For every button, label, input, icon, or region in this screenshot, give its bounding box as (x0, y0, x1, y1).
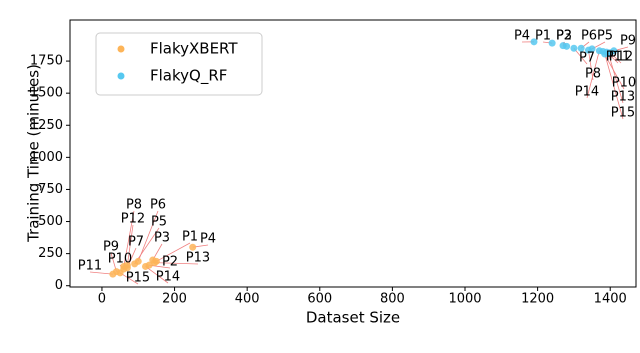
point-label: P1 (182, 230, 198, 245)
point-label: P14 (156, 270, 180, 285)
x-tick-label: 0 (98, 292, 106, 307)
point (142, 262, 150, 270)
legend-marker (117, 72, 125, 80)
y-axis-label: Training Time (minutes) (25, 64, 43, 243)
point-label: P10 (612, 76, 636, 91)
point (134, 257, 142, 265)
point-label: P2 (162, 255, 178, 270)
legend-label: FlakyXBERT (150, 40, 238, 58)
point (548, 39, 556, 47)
annotation-line (119, 272, 139, 285)
point-label: P9 (620, 34, 636, 49)
point-label: P10 (108, 252, 132, 267)
annotation-line (145, 266, 169, 284)
y-tick-label: 1500 (30, 86, 63, 101)
x-axis-label: Dataset Size (306, 309, 400, 327)
x-tick-label: 600 (307, 292, 332, 307)
x-tick-label: 800 (380, 292, 405, 307)
annotation-line (154, 262, 199, 265)
point (563, 42, 571, 50)
y-tick-label: 500 (38, 214, 63, 229)
point-label: P8 (585, 67, 601, 82)
x-tick-label: 1400 (594, 292, 627, 307)
point (570, 44, 578, 52)
point-label: P7 (128, 235, 144, 250)
point (577, 44, 585, 52)
annotation-line (137, 210, 159, 262)
y-tick-label: 1750 (30, 54, 63, 69)
x-tick-label: 1200 (521, 292, 554, 307)
point (595, 47, 603, 55)
x-tick-label: 400 (235, 292, 260, 307)
plot-frame (69, 19, 637, 288)
annotation-line (588, 50, 594, 81)
point (601, 50, 609, 58)
point-label: P12 (121, 212, 145, 227)
point-label: P14 (575, 85, 599, 100)
point (116, 269, 124, 277)
annotation-line (156, 242, 191, 262)
point-label: P5 (151, 215, 167, 230)
point-label: P9 (103, 240, 119, 255)
point-label: P3 (154, 231, 170, 246)
legend-box (95, 32, 263, 96)
point-label: P15 (611, 106, 635, 121)
point-label: P7 (579, 51, 595, 66)
y-tick-label: 250 (38, 246, 63, 261)
point-label: P4 (200, 232, 216, 247)
x-tick-label: 1000 (448, 292, 481, 307)
annotation-line (126, 224, 134, 266)
point-label: P4 (514, 29, 530, 44)
x-tick-label: 200 (162, 292, 187, 307)
point-label: P3 (556, 29, 572, 44)
point-label: P15 (126, 271, 150, 286)
point (109, 270, 117, 278)
y-tick-label: 1250 (30, 118, 63, 133)
point-label: P1 (535, 29, 551, 44)
point-label: P11 (606, 50, 630, 65)
point-label: P6 (150, 198, 166, 213)
point-label: P11 (78, 259, 102, 274)
legend-marker (117, 45, 125, 53)
point-label: P13 (186, 251, 210, 266)
point-label: P2 (556, 29, 572, 44)
point (123, 261, 131, 269)
annotation-line (123, 210, 135, 267)
y-tick-label: 750 (38, 182, 63, 197)
point (584, 46, 592, 54)
point (189, 243, 197, 251)
point-label: P5 (597, 29, 613, 44)
annotation-line (608, 53, 624, 104)
point-label: P6 (581, 29, 597, 44)
annotation-line (586, 50, 600, 99)
point-label: P13 (611, 90, 635, 105)
point (530, 38, 538, 46)
annotation-line (89, 271, 113, 275)
y-tick-label: 1000 (30, 150, 63, 165)
point-label: P12 (609, 50, 633, 65)
legend-label: FlakyQ_RF (150, 67, 227, 86)
annotation-line (149, 264, 171, 269)
y-tick-label: 0 (55, 278, 63, 293)
point-label: P8 (126, 198, 142, 213)
annotation-line (604, 53, 624, 120)
point (151, 259, 159, 267)
